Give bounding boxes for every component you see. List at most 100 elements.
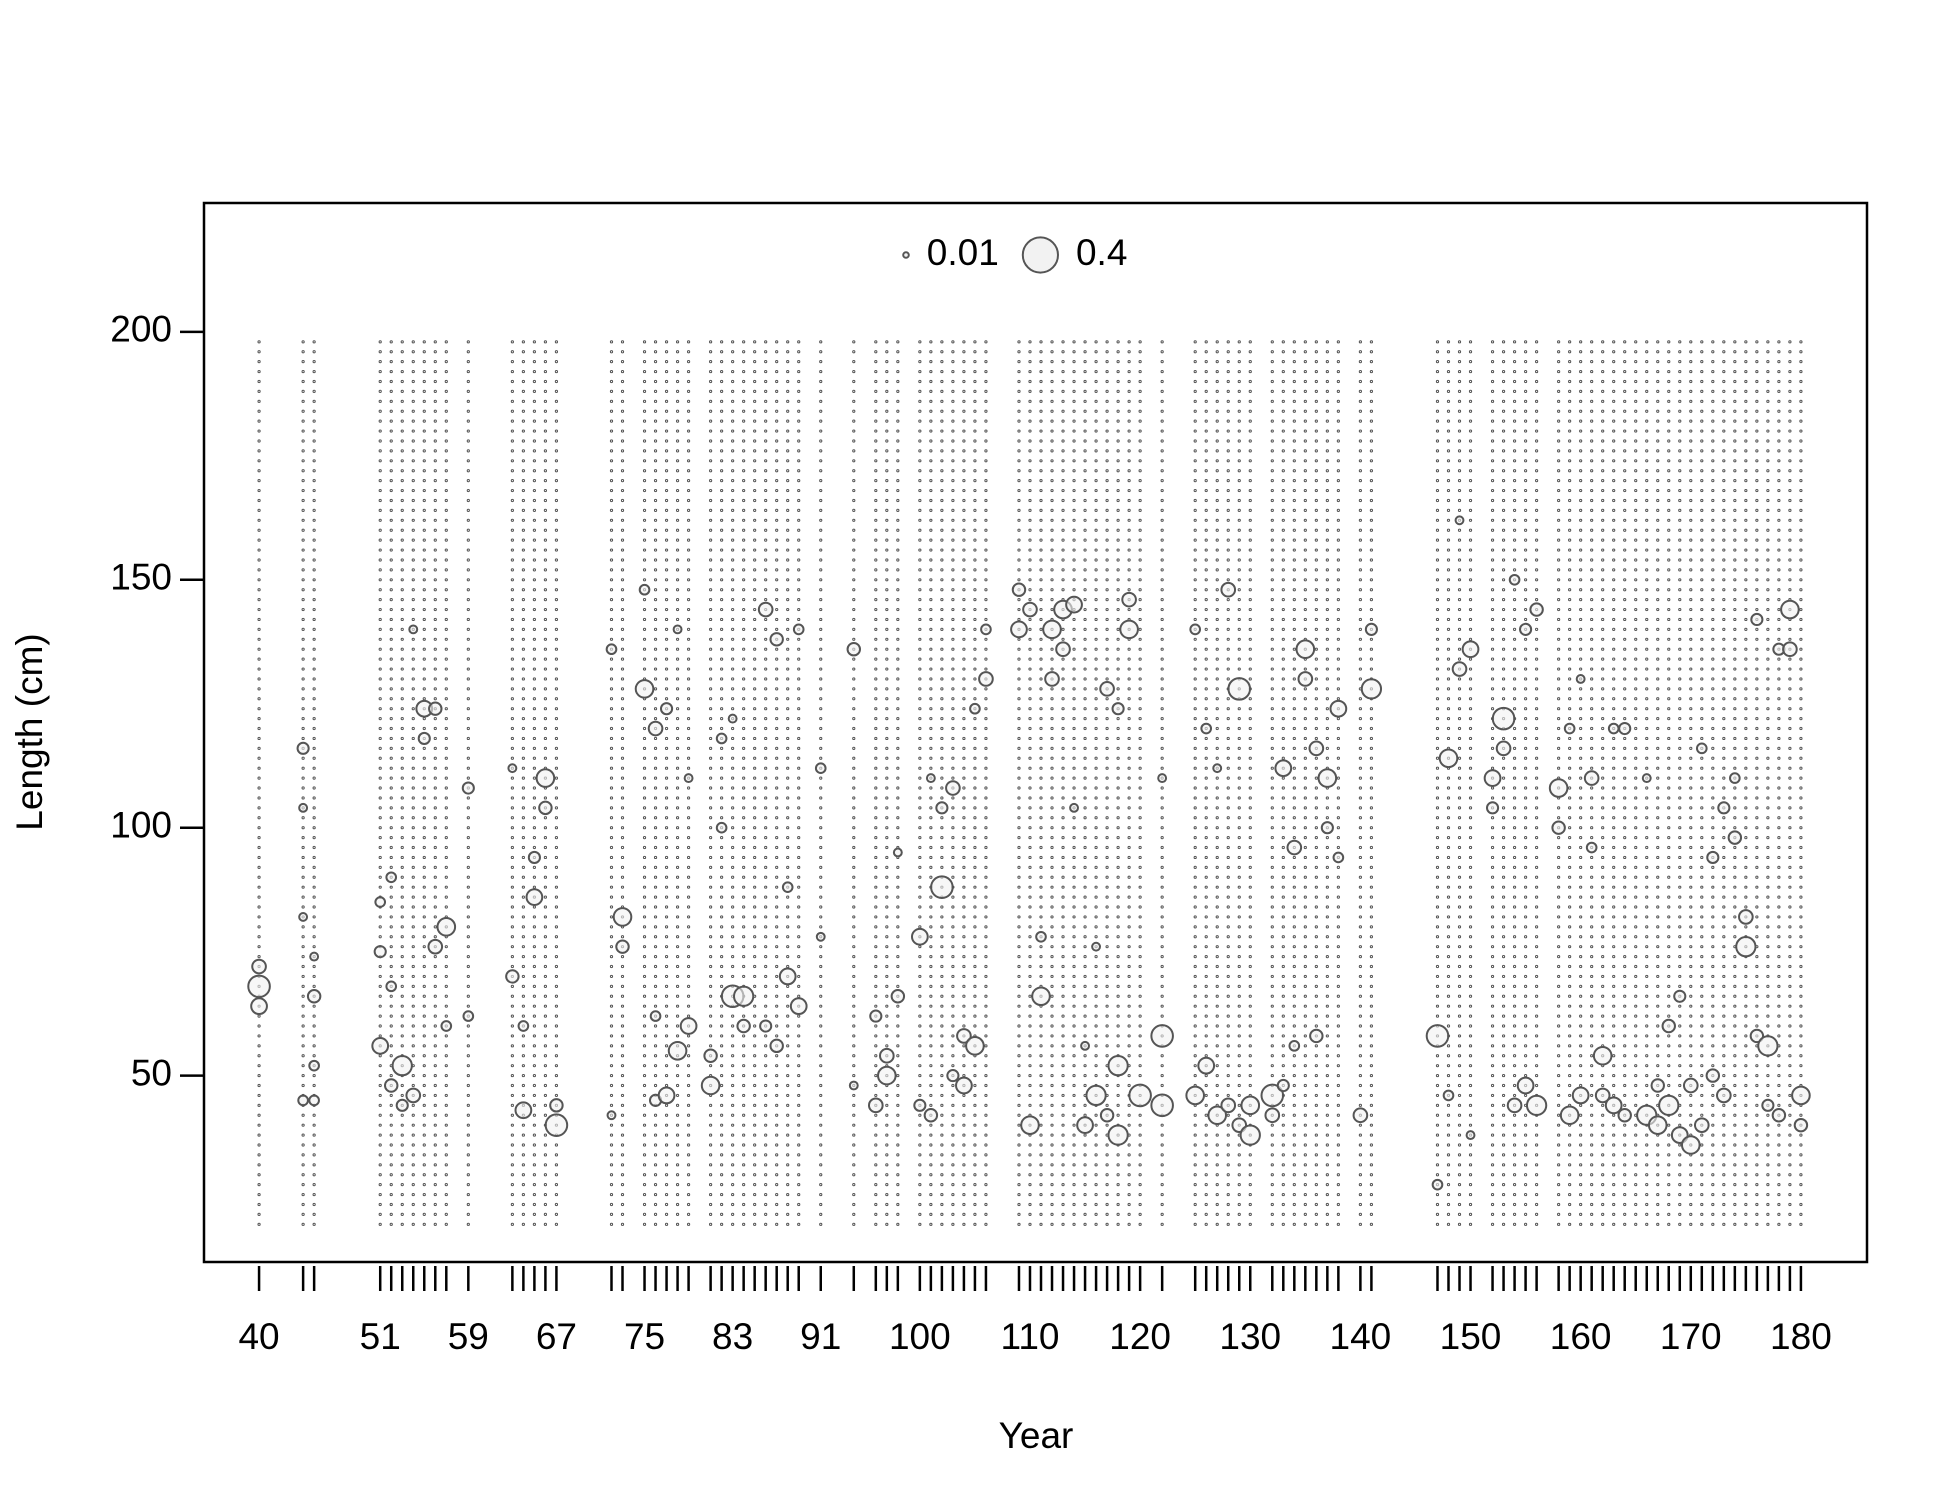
sample-dot bbox=[466, 657, 470, 661]
sample-dot bbox=[852, 627, 856, 631]
sample-dot bbox=[929, 1183, 933, 1187]
sample-dot bbox=[973, 736, 977, 741]
sample-dot bbox=[301, 548, 305, 552]
sample-dot bbox=[422, 1044, 426, 1048]
sample-dot bbox=[620, 617, 625, 622]
sample-dot bbox=[1017, 984, 1021, 988]
sample-dot bbox=[653, 845, 658, 850]
sample-dot bbox=[951, 677, 955, 681]
sample-dot bbox=[1094, 736, 1098, 741]
sample-dot bbox=[1105, 578, 1109, 582]
sample-dot bbox=[411, 1133, 415, 1137]
sample-dot bbox=[1116, 726, 1120, 731]
sample-dot bbox=[257, 875, 261, 879]
sample-dot bbox=[885, 647, 889, 651]
sample-dot bbox=[466, 756, 470, 760]
sample-dot bbox=[786, 875, 790, 879]
sample-dot bbox=[797, 1222, 801, 1226]
sample-dot bbox=[422, 1024, 426, 1028]
sample-dot bbox=[1017, 637, 1021, 641]
sample-dot bbox=[874, 578, 878, 582]
sample-dot bbox=[940, 1014, 944, 1018]
sample-dot bbox=[1094, 409, 1098, 413]
sample-dot bbox=[1116, 786, 1120, 790]
sample-dot bbox=[731, 1044, 735, 1048]
sample-dot bbox=[433, 548, 437, 552]
sample-dot bbox=[929, 340, 933, 344]
sample-dot bbox=[1072, 360, 1076, 364]
sample-dot bbox=[1061, 1064, 1065, 1068]
sample-dot bbox=[720, 816, 724, 820]
sample-dot bbox=[984, 479, 988, 483]
sample-dot bbox=[1094, 687, 1098, 691]
sample-dot bbox=[1105, 954, 1109, 959]
sample-dot bbox=[1094, 508, 1098, 512]
sample-dot bbox=[973, 548, 977, 552]
sample-dot bbox=[400, 598, 404, 602]
sample-dot bbox=[1050, 508, 1054, 512]
sample-dot bbox=[620, 1064, 625, 1068]
sample-dot bbox=[852, 945, 856, 949]
sample-dot bbox=[962, 925, 966, 929]
sample-dot bbox=[642, 905, 647, 909]
sample-dot bbox=[742, 1202, 746, 1207]
sample-dot bbox=[466, 964, 470, 969]
sample-dot bbox=[1028, 1024, 1032, 1028]
sample-dot bbox=[554, 905, 559, 909]
sample-dot bbox=[951, 389, 955, 393]
sample-dot bbox=[466, 588, 470, 592]
sample-dot bbox=[257, 746, 261, 750]
sample-dot bbox=[301, 1034, 305, 1038]
sample-dot bbox=[1116, 885, 1120, 889]
sample-dot bbox=[620, 1222, 625, 1226]
sample-dot bbox=[532, 746, 536, 750]
sample-dot bbox=[664, 627, 669, 631]
sample-dot bbox=[466, 984, 470, 988]
sample-dot bbox=[675, 607, 680, 612]
sample-dot bbox=[742, 568, 746, 572]
sample-dot bbox=[301, 717, 305, 721]
sample-dot bbox=[620, 865, 625, 869]
sample-dot bbox=[984, 816, 988, 820]
sample-dot bbox=[1039, 895, 1043, 899]
sample-dot bbox=[731, 746, 735, 750]
sample-dot bbox=[819, 756, 823, 760]
sample-dot bbox=[433, 528, 437, 532]
sample-dot bbox=[709, 419, 713, 423]
sample-dot bbox=[709, 488, 713, 493]
sample-dot bbox=[312, 1133, 316, 1137]
sample-dot bbox=[896, 806, 900, 810]
sample-dot bbox=[301, 528, 305, 532]
sample-dot bbox=[1105, 736, 1109, 741]
sample-dot bbox=[400, 1083, 404, 1088]
sample-dot bbox=[1061, 568, 1065, 572]
sample-dot bbox=[444, 647, 448, 651]
sample-dot bbox=[510, 449, 514, 453]
sample-dot bbox=[301, 469, 305, 473]
sample-dot bbox=[764, 1034, 768, 1038]
sample-dot bbox=[1028, 350, 1032, 354]
sample-dot bbox=[918, 905, 922, 909]
sample-dot bbox=[609, 479, 614, 483]
sample-dot bbox=[620, 449, 625, 453]
sample-dot bbox=[532, 369, 536, 374]
sample-dot bbox=[301, 756, 305, 760]
sample-dot bbox=[554, 796, 559, 800]
sample-dot bbox=[764, 1183, 768, 1187]
sample-dot bbox=[389, 369, 393, 374]
sample-dot bbox=[609, 1024, 614, 1028]
sample-dot bbox=[775, 548, 779, 552]
sample-dot bbox=[653, 826, 658, 830]
sample-dot bbox=[1061, 429, 1065, 433]
sample-dot bbox=[929, 498, 933, 503]
sample-dot bbox=[764, 915, 768, 919]
sample-dot bbox=[609, 845, 614, 850]
sample-dot bbox=[257, 488, 261, 493]
sample-dot bbox=[1061, 935, 1065, 939]
sample-dot bbox=[709, 360, 713, 364]
sample-dot bbox=[400, 796, 404, 800]
sample-dot bbox=[620, 607, 625, 612]
sample-dot bbox=[532, 994, 536, 998]
sample-dot bbox=[620, 469, 625, 473]
sample-dot bbox=[1083, 379, 1087, 384]
